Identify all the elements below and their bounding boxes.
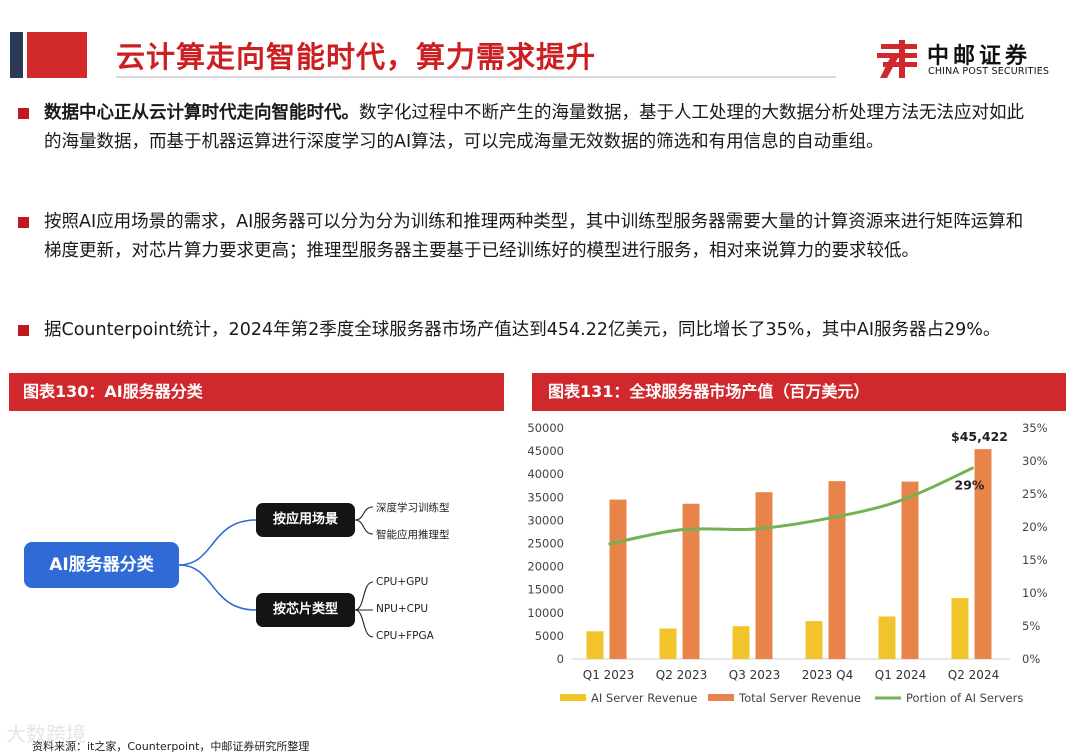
mindmap-leaf: 深度学习训练型 <box>376 502 450 514</box>
y-right-tick-label: 30% <box>1022 454 1048 468</box>
bar-ai-server-revenue <box>732 626 750 659</box>
brand-name-cn: 中邮证券 <box>927 44 1032 69</box>
x-tick-label: Q3 2023 <box>729 668 780 682</box>
annotation-portion-q2-2024: 29% <box>955 478 985 493</box>
figure-131-title: 图表131：全球服务器市场产值（百万美元） <box>532 373 1066 411</box>
bar-ai-server-revenue <box>659 628 677 659</box>
legend-label: Total Server Revenue <box>738 691 861 705</box>
bar-ai-server-revenue <box>586 631 604 659</box>
header-accent-red <box>27 32 87 78</box>
y-right-tick-label: 35% <box>1022 421 1048 435</box>
y-left-tick-label: 35000 <box>527 490 564 504</box>
bar-total-server-revenue <box>609 499 627 659</box>
x-tick-label: Q1 2023 <box>583 668 634 682</box>
y-right-tick-label: 0% <box>1022 652 1040 666</box>
bullet-marker <box>18 108 29 119</box>
bullet-2-text: 按照AI应用场景的需求，AI服务器可以分为分为训练和推理两种类型，其中训练型服务… <box>44 212 1024 261</box>
y-right-tick-label: 5% <box>1022 619 1040 633</box>
annotation-total-q2-2024: $45,422 <box>951 429 1008 444</box>
legend-swatch-bar <box>560 694 586 701</box>
mindmap-leaf: 智能应用推理型 <box>376 529 450 541</box>
page-title: 云计算走向智能时代，算力需求提升 <box>116 40 597 74</box>
mindmap-branch-chip: 按芯片类型 <box>256 593 355 627</box>
y-left-tick-label: 50000 <box>527 421 564 435</box>
x-tick-label: 2023 Q4 <box>802 668 853 682</box>
watermark: 大数跨境 <box>6 722 86 746</box>
x-tick-label: Q1 2024 <box>875 668 926 682</box>
legend-swatch-bar <box>708 694 734 701</box>
y-right-tick-label: 15% <box>1022 553 1048 567</box>
y-right-tick-label: 20% <box>1022 520 1048 534</box>
bullet-1-text: 数字化过程中不断产生的海量数据，基于人工处理的大数据分析处理方法无法应对如此的海… <box>44 103 1024 152</box>
y-left-tick-label: 20000 <box>527 560 564 574</box>
bullet-1: 数据中心正从云计算时代走向智能时代。数字化过程中不断产生的海量数据，基于人工处理… <box>18 99 1038 157</box>
bar-ai-server-revenue <box>951 598 969 659</box>
y-left-tick-label: 25000 <box>527 537 564 551</box>
y-right-tick-label: 10% <box>1022 586 1048 600</box>
y-left-tick-label: 30000 <box>527 513 564 527</box>
bullet-3: 据Counterpoint统计，2024年第2季度全球服务器市场产值达到454.… <box>18 316 1038 345</box>
y-left-tick-label: 0 <box>557 652 564 666</box>
y-right-tick-label: 25% <box>1022 487 1048 501</box>
y-left-tick-label: 10000 <box>527 606 564 620</box>
bar-total-server-revenue <box>828 481 846 659</box>
bar-total-server-revenue <box>755 492 773 659</box>
mindmap-leaf: NPU+CPU <box>376 603 429 615</box>
china-post-logo-icon <box>877 40 917 78</box>
y-left-tick-label: 40000 <box>527 467 564 481</box>
bullet-marker <box>18 325 29 336</box>
source-note: 资料来源：it之家，Counterpoint，中邮证券研究所整理 <box>32 740 310 753</box>
line-portion-ai-servers <box>608 466 975 546</box>
brand-name-en: CHINA POST SECURITIES <box>928 66 1050 77</box>
x-tick-label: Q2 2024 <box>948 668 999 682</box>
legend-label: AI Server Revenue <box>591 691 697 705</box>
bullet-2: 按照AI应用场景的需求，AI服务器可以分为分为训练和推理两种类型，其中训练型服务… <box>18 208 1038 266</box>
header-accent-dark <box>10 32 23 78</box>
x-tick-label: Q2 2023 <box>656 668 707 682</box>
bar-total-server-revenue <box>974 449 992 659</box>
bullet-3-text: 据Counterpoint统计，2024年第2季度全球服务器市场产值达到454.… <box>44 320 1001 340</box>
header-divider <box>116 76 836 78</box>
y-left-tick-label: 5000 <box>535 629 564 643</box>
server-market-chart: 0 5000 10000 15000 20000 25000 30000 35000 40000… <box>527 421 1048 705</box>
figure-130-title: 图表130：AI服务器分类 <box>9 373 504 411</box>
bar-total-server-revenue <box>901 481 919 659</box>
mindmap-leaf: CPU+FPGA <box>376 630 434 642</box>
bar-ai-server-revenue <box>878 616 896 659</box>
mindmap-connectors <box>178 506 374 638</box>
mindmap-root: AI服务器分类 <box>24 542 179 588</box>
bar-ai-server-revenue <box>805 621 823 659</box>
bar-total-server-revenue <box>682 503 700 659</box>
bullet-1-lead: 数据中心正从云计算时代走向智能时代。 <box>44 103 359 123</box>
y-left-tick-label: 15000 <box>527 583 564 597</box>
legend-label: Portion of AI Servers <box>906 691 1023 705</box>
mindmap-leaf: CPU+GPU <box>376 576 429 588</box>
bullet-marker <box>18 217 29 228</box>
mindmap-branch-application: 按应用场景 <box>256 503 355 537</box>
y-left-tick-label: 45000 <box>527 444 564 458</box>
